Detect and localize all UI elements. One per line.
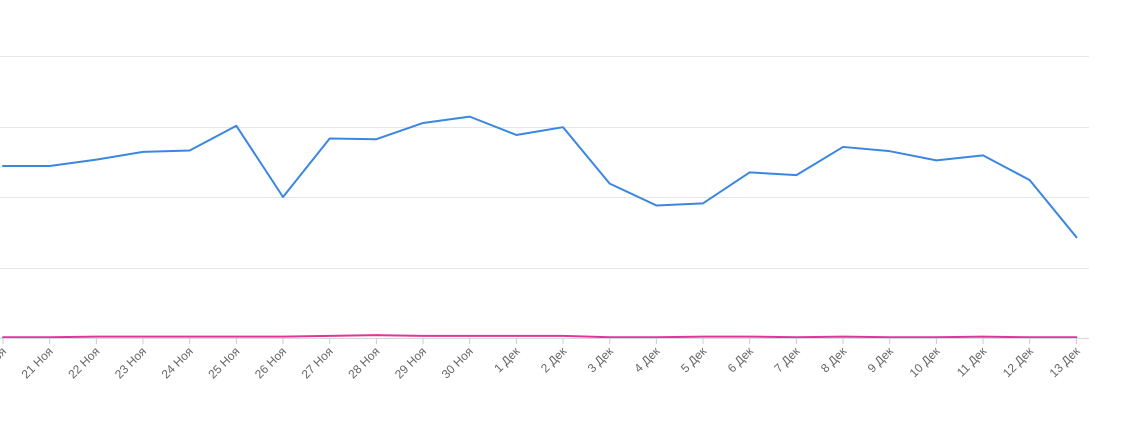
series-group — [2, 115, 1078, 339]
data-point — [422, 335, 424, 337]
data-point — [2, 336, 4, 338]
x-tick-label: 13 Дек — [1047, 344, 1083, 380]
data-point — [842, 146, 844, 148]
data-point — [655, 204, 657, 206]
data-point — [702, 202, 704, 204]
gridlines — [0, 56, 1089, 269]
data-point — [282, 196, 284, 198]
data-point — [515, 134, 517, 136]
data-point — [469, 335, 471, 337]
x-tick-label: 30 Ноя — [439, 344, 476, 381]
x-tick-label: 12 Дек — [1000, 344, 1036, 380]
data-point — [49, 336, 51, 338]
data-point — [935, 336, 937, 338]
x-tick-label: 9 Дек — [865, 344, 897, 376]
data-point — [749, 336, 751, 338]
data-point — [562, 126, 564, 128]
data-point — [375, 138, 377, 140]
data-point — [189, 336, 191, 338]
x-tick-label: 26 Ноя — [252, 344, 289, 381]
data-point — [142, 151, 144, 153]
x-tick-label: 7 Дек — [771, 344, 803, 376]
data-point — [1075, 336, 1077, 338]
x-tick-label: 8 Дек — [818, 344, 850, 376]
x-tick-label: 27 Ноя — [299, 344, 336, 381]
data-point — [469, 116, 471, 118]
data-point — [609, 183, 611, 185]
x-tick-label: 29 Ноя — [392, 344, 429, 381]
data-point — [935, 159, 937, 161]
data-point — [329, 137, 331, 139]
data-point — [95, 336, 97, 338]
data-point — [515, 335, 517, 337]
data-point — [1029, 179, 1031, 181]
data-point — [982, 154, 984, 156]
data-point — [562, 335, 564, 337]
data-point — [282, 336, 284, 338]
x-tick-label: 2 Дек — [538, 344, 570, 376]
x-tick-label: 6 Дек — [725, 344, 757, 376]
data-point — [95, 159, 97, 161]
data-point — [1029, 336, 1031, 338]
data-point — [795, 174, 797, 176]
x-tick-label: 20 Ноя — [0, 344, 9, 381]
data-point — [795, 336, 797, 338]
x-tick-label: 10 Дек — [907, 344, 943, 380]
data-point — [889, 150, 891, 152]
data-point — [329, 335, 331, 337]
data-point — [235, 125, 237, 127]
x-tick-label: 23 Ноя — [112, 344, 149, 381]
data-point — [702, 336, 704, 338]
data-point — [889, 336, 891, 338]
data-point — [142, 336, 144, 338]
x-tick-label: 1 Дек — [491, 344, 523, 376]
data-point — [2, 165, 4, 167]
x-tick-label: 25 Ноя — [205, 344, 242, 381]
series-line-1 — [2, 115, 1078, 239]
data-point — [609, 336, 611, 338]
data-point — [422, 122, 424, 124]
data-point — [842, 336, 844, 338]
data-point — [189, 149, 191, 151]
data-point — [982, 336, 984, 338]
data-point — [49, 165, 51, 167]
x-tick-label: 3 Дек — [585, 344, 617, 376]
data-point — [749, 171, 751, 173]
x-tick-label: 28 Ноя — [345, 344, 382, 381]
data-point — [655, 336, 657, 338]
data-point — [235, 336, 237, 338]
x-tick-label: 21 Ноя — [19, 344, 56, 381]
x-tick-label: 5 Дек — [678, 344, 710, 376]
x-tick-label: 22 Ноя — [65, 344, 102, 381]
series-line-2 — [2, 334, 1078, 339]
data-point — [375, 334, 377, 336]
x-tick-label: 4 Дек — [631, 344, 663, 376]
data-point — [1075, 236, 1077, 238]
x-tick-label: 24 Ноя — [159, 344, 196, 381]
x-tick-label: 11 Дек — [954, 344, 990, 380]
